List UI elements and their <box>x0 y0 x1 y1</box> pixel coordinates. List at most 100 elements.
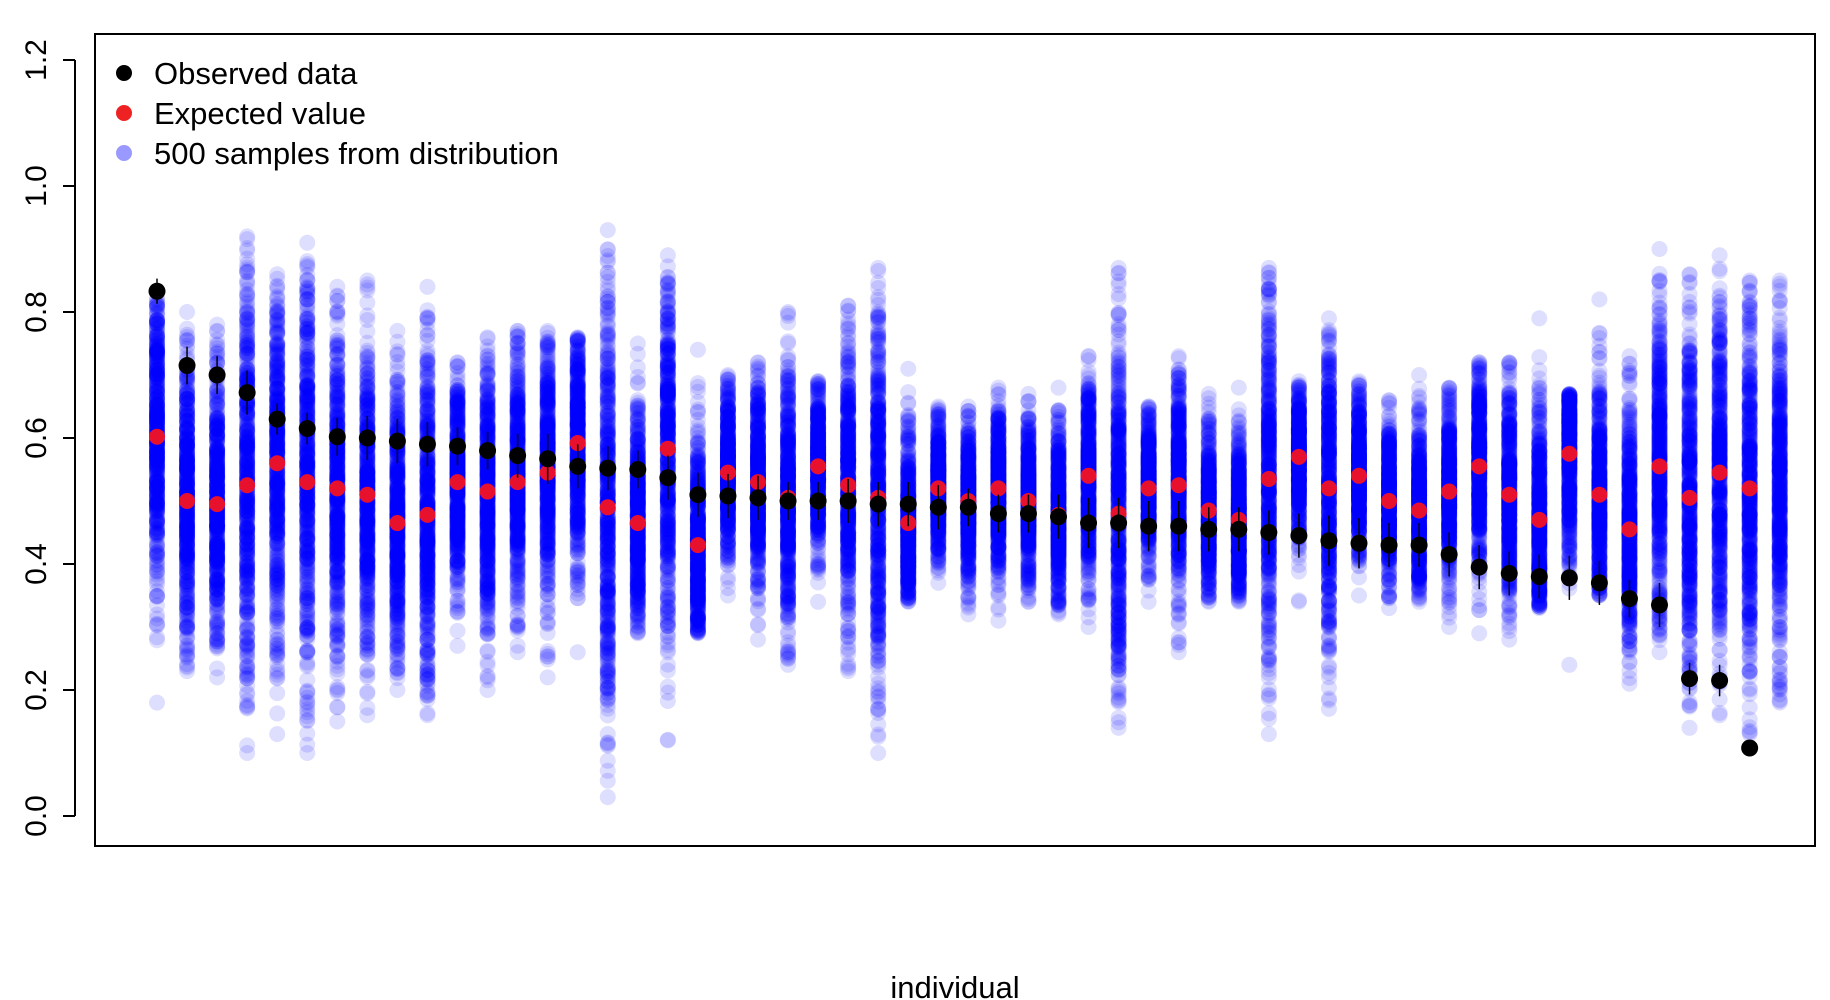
sample-point <box>269 596 286 613</box>
sample-point <box>359 683 376 700</box>
sample-point <box>329 455 346 472</box>
sample-point <box>149 481 165 498</box>
sample-point <box>179 594 196 611</box>
sample-point <box>149 408 165 425</box>
sample-point <box>209 543 226 560</box>
sample-point <box>149 373 165 390</box>
sample-point <box>149 515 165 532</box>
sample-point <box>179 563 196 580</box>
sample-point <box>329 514 346 531</box>
sample-point <box>419 684 436 701</box>
sample-point <box>149 449 165 466</box>
sample-point <box>269 509 286 526</box>
sample-point <box>239 571 256 588</box>
sample-point <box>149 396 165 413</box>
sample-point <box>149 480 165 497</box>
sample-point <box>239 314 256 331</box>
sample-point <box>149 469 165 486</box>
sample-point <box>209 473 226 490</box>
sample-point <box>269 670 286 687</box>
sample-point <box>149 315 165 332</box>
sample-point <box>239 737 256 754</box>
sample-point <box>149 694 165 711</box>
sample-point <box>149 447 165 464</box>
sample-point <box>209 337 226 354</box>
sample-point <box>149 502 165 519</box>
sample-point <box>269 705 286 722</box>
sample-point <box>149 312 165 329</box>
sample-point <box>149 361 165 378</box>
sample-point <box>329 581 346 598</box>
sample-point <box>269 363 286 380</box>
sample-point <box>299 590 316 607</box>
sample-point <box>359 402 376 419</box>
sample-point <box>149 354 165 371</box>
sample-point <box>149 443 165 460</box>
sample-column <box>239 228 256 761</box>
sample-point <box>239 523 256 540</box>
sample-point <box>149 328 165 345</box>
sample-point <box>269 726 286 743</box>
sample-point <box>149 379 165 396</box>
sample-point <box>299 619 316 636</box>
sample-point <box>149 471 165 488</box>
sample-point <box>179 524 196 541</box>
sample-point <box>239 289 256 306</box>
sample-point <box>209 561 226 578</box>
sample-point <box>359 514 376 531</box>
sample-point <box>149 553 165 570</box>
sample-point <box>149 450 165 467</box>
sample-point <box>329 383 346 400</box>
sample-column <box>329 278 346 730</box>
sample-point <box>149 341 165 358</box>
sample-point <box>329 556 346 573</box>
sample-point <box>149 458 165 475</box>
sample-point <box>149 573 165 590</box>
sample-point <box>149 448 165 465</box>
sample-point <box>149 379 165 396</box>
sample-point <box>149 406 165 423</box>
sample-point <box>149 329 165 346</box>
sample-point <box>359 630 376 647</box>
sample-point <box>239 686 256 703</box>
sample-point <box>329 698 346 715</box>
sample-column <box>149 291 165 711</box>
sample-point <box>239 594 256 611</box>
sample-point <box>149 365 165 382</box>
sample-point <box>329 498 346 515</box>
sample-point <box>149 339 165 356</box>
sample-point <box>149 311 165 328</box>
sample-point <box>299 736 316 753</box>
sample-point <box>149 406 165 423</box>
sample-point <box>389 343 406 360</box>
sample-point <box>149 482 165 499</box>
sample-point <box>149 356 165 373</box>
sample-point <box>149 415 165 432</box>
sample-point <box>209 580 226 597</box>
sample-point <box>359 460 376 477</box>
sample-point <box>359 365 376 382</box>
sample-point <box>389 482 406 499</box>
sample-point <box>419 582 436 599</box>
sample-point <box>179 638 196 655</box>
sample-point <box>329 303 346 320</box>
sample-point <box>149 615 165 632</box>
sample-point <box>149 545 165 562</box>
sample-point <box>149 405 165 422</box>
sample-point <box>269 474 286 491</box>
sample-point <box>149 378 165 395</box>
sample-point <box>149 541 165 558</box>
sample-point <box>329 713 346 730</box>
sample-point <box>149 588 165 605</box>
sample-point <box>269 685 286 702</box>
sample-point <box>149 481 165 498</box>
sample-point <box>149 297 165 314</box>
sample-point <box>299 257 316 274</box>
sample-point <box>149 342 165 359</box>
sample-point <box>149 344 165 361</box>
sample-point <box>329 340 346 357</box>
sample-point <box>149 493 165 510</box>
sample-point <box>239 240 256 257</box>
sample-point <box>149 446 165 463</box>
sample-point <box>299 555 316 572</box>
